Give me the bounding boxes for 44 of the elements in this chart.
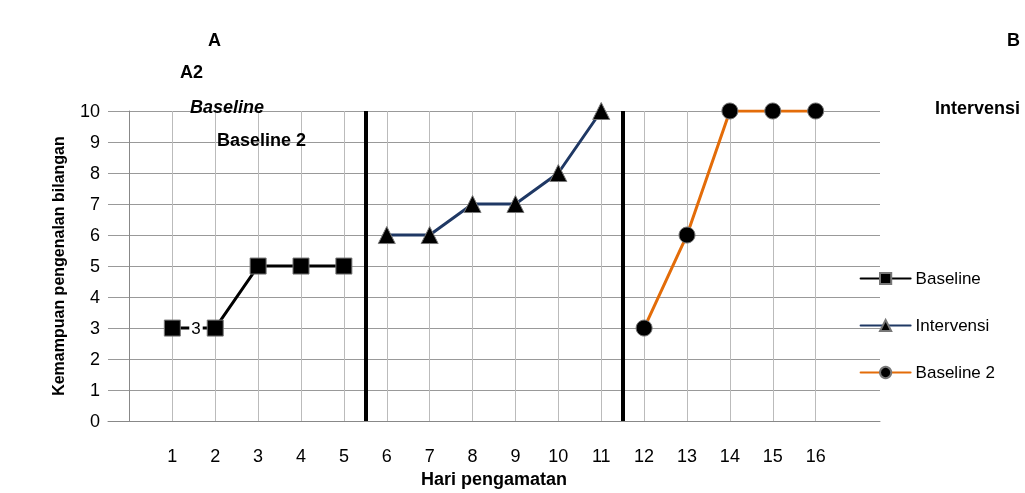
data-label: 3 <box>191 318 201 338</box>
text: A <box>208 30 221 50</box>
x-tick-label: 14 <box>719 446 740 467</box>
x-tick-label: 15 <box>762 446 783 467</box>
y-tick-label: 0 <box>89 411 100 432</box>
x-tick-label: 8 <box>467 446 478 467</box>
x-tick-label: 13 <box>676 446 698 467</box>
x-tick-label: 11 <box>591 446 611 467</box>
y-tick-label: 3 <box>89 318 100 339</box>
y-tick-label: 5 <box>89 256 100 277</box>
x-tick-label: 10 <box>548 446 569 467</box>
point <box>206 319 224 337</box>
y-tick-label: 6 <box>89 225 100 246</box>
x-tick-label: 7 <box>424 446 435 467</box>
x-tick-label: 2 <box>210 446 221 467</box>
y-tick-label: 1 <box>89 380 100 401</box>
text: A2 <box>180 62 204 82</box>
y-tick-label: 9 <box>89 132 100 153</box>
x-tick-label: 9 <box>510 446 521 467</box>
y-tick-label: 4 <box>89 287 100 308</box>
x-tick-label: 4 <box>295 446 307 467</box>
x-tick-label: 16 <box>805 446 826 467</box>
y-axis-title: Kemampuan pengenalan bilangan <box>49 136 67 396</box>
text: Intervensi <box>934 98 1021 118</box>
y-tick-label: 8 <box>89 163 100 184</box>
x-tick-label: 5 <box>338 446 349 467</box>
legend-label: Intervensi <box>915 316 990 335</box>
x-tick-label: 1 <box>167 446 178 467</box>
legend-label: Baseline 2 <box>915 363 995 382</box>
annotation: Baseline <box>190 97 265 117</box>
y-tick-label: 7 <box>89 194 100 215</box>
y-tick-label: 2 <box>89 349 100 370</box>
x-tick-label: 3 <box>253 446 264 467</box>
text: B <box>1007 30 1020 50</box>
x-tick-label: 6 <box>381 446 392 467</box>
annotation: Baseline 2 <box>217 130 307 150</box>
legend-label: Baseline <box>915 269 981 288</box>
point <box>292 257 310 275</box>
x-tick-label: 12 <box>634 446 655 467</box>
point <box>163 319 181 337</box>
point <box>249 257 267 275</box>
point <box>335 257 353 275</box>
y-tick-label: 10 <box>79 101 100 121</box>
x-axis-title: Hari pengamatan <box>420 469 568 489</box>
